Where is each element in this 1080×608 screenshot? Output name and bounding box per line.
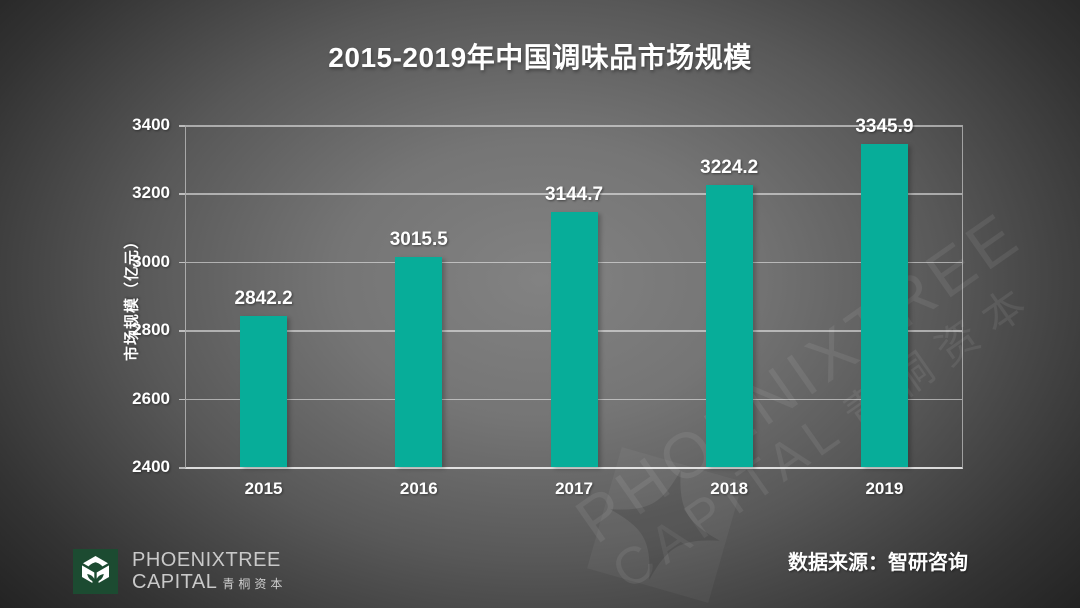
y-tick-label: 2800 xyxy=(132,320,170,340)
data-source-note: 数据来源：智研咨询 xyxy=(788,552,968,574)
y-axis-tick xyxy=(178,125,185,127)
logo-name-cn: 青桐资本 xyxy=(222,576,287,591)
x-tick-label: 2018 xyxy=(710,479,749,498)
page-title: 2015-2019年中国调味品市场规模 xyxy=(328,42,752,73)
gridline xyxy=(186,193,962,195)
bar-2016 xyxy=(395,256,443,467)
plot-area: 2400 2600 2800 3000 3200 3400 2842.2 2015 3015.5… xyxy=(132,115,963,498)
x-tick-label: 2017 xyxy=(555,479,593,498)
bar-2015 xyxy=(240,315,288,467)
logo-name-en: PHOENIXTREE xyxy=(132,549,281,572)
y-axis-tick xyxy=(178,398,185,401)
bar-value-label: 3345.9 xyxy=(855,115,914,137)
bar-value-label: 3015.5 xyxy=(389,228,448,250)
gridline xyxy=(186,125,962,127)
cube-logo-icon xyxy=(73,549,118,594)
x-tick-label: 2019 xyxy=(865,479,904,498)
y-axis-tick xyxy=(178,193,185,195)
footer-logo: PHOENIXTREE CAPITAL 青桐资本 xyxy=(73,549,286,594)
y-axis-tick xyxy=(178,261,185,264)
bar-2019 xyxy=(860,143,908,467)
y-axis-tick xyxy=(178,330,185,332)
y-axis-tick xyxy=(178,467,185,469)
bar-2018 xyxy=(705,185,753,467)
x-tick-label: 2015 xyxy=(244,479,283,498)
y-tick-label: 3200 xyxy=(132,183,170,203)
y-tick-label: 3000 xyxy=(132,251,170,271)
y-tick-label: 2400 xyxy=(132,457,170,476)
bar-value-label: 3144.7 xyxy=(544,184,604,206)
bar-value-label: 3224.2 xyxy=(700,157,759,179)
logo-square xyxy=(73,549,118,594)
bar-2017 xyxy=(550,212,598,467)
x-tick-label: 2016 xyxy=(399,479,438,498)
logo-name-en2: CAPITAL 青桐资本 xyxy=(132,570,287,593)
logo-text: PHOENIXTREE CAPITAL 青桐资本 xyxy=(132,549,287,593)
y-tick-label: 3400 xyxy=(132,115,170,134)
y-tick-label: 2600 xyxy=(132,388,170,408)
bar-value-label: 2842.2 xyxy=(234,287,293,309)
